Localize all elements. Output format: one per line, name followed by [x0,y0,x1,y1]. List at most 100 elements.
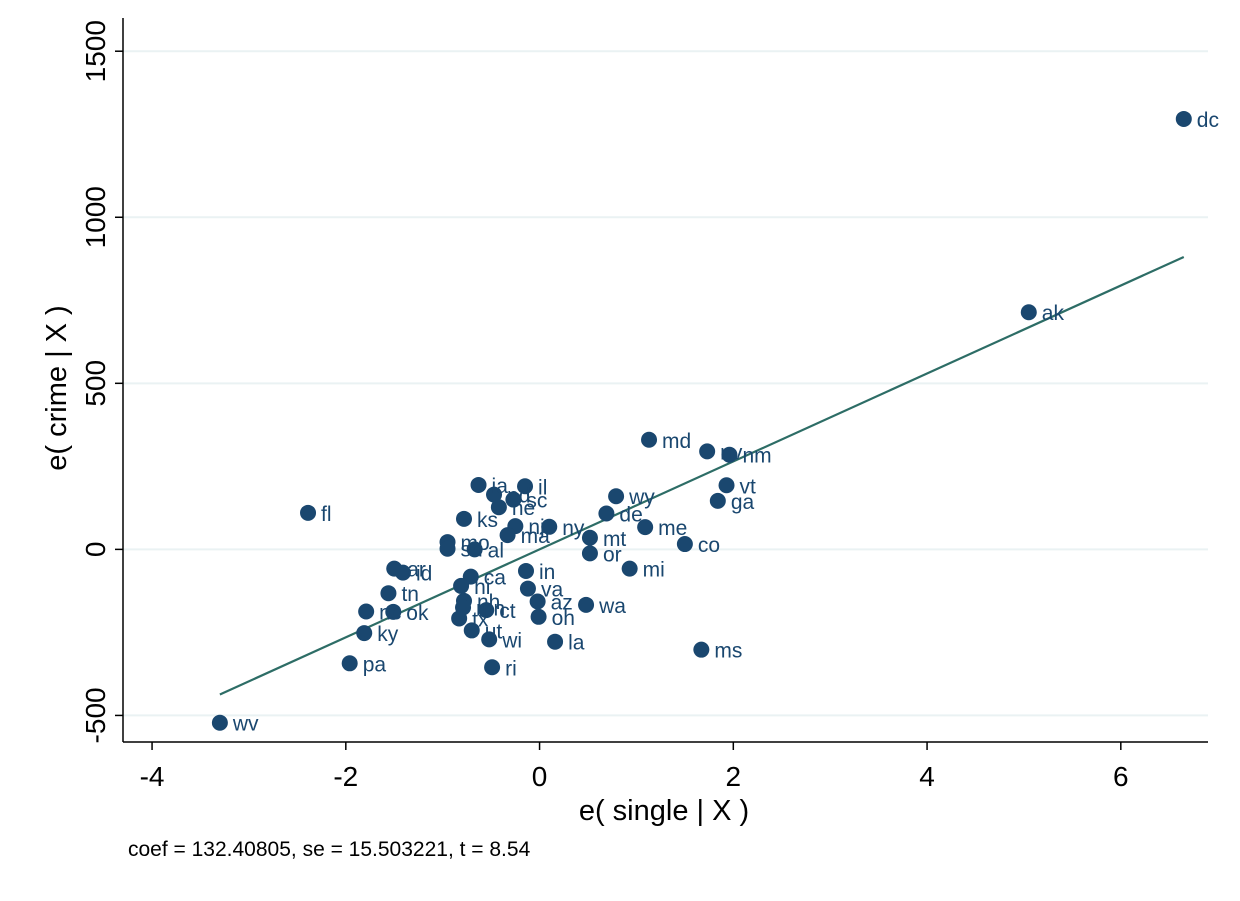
point-oh [530,608,547,625]
y-axis-title: e( crime | X ) [41,305,73,470]
point-label-mo: mo [461,532,490,555]
y-tick-label: -500 [80,687,111,743]
point-wy [608,488,625,505]
point-label-ar: ar [407,559,426,582]
point-label-wy: wy [628,486,655,509]
point-label-sd: sd [461,539,483,562]
point-label-il: il [538,476,547,499]
point-label-nd: nd [507,485,530,508]
point-label-oh: oh [552,607,575,630]
x-axis-title: e( single | X ) [579,795,749,827]
point-mi [621,560,638,577]
point-sd [439,540,456,557]
point-label-nh: nh [477,591,500,614]
point-label-ma: ma [521,525,550,548]
point-ny [541,518,558,535]
point-label-vt: vt [740,475,757,498]
point-az [529,593,546,610]
point-or [581,545,598,562]
point-label-wv: wv [232,713,259,736]
point-label-al: al [488,539,504,562]
point-pa [341,655,358,672]
fit-line-layer [219,255,1185,696]
point-label-wa: wa [598,595,626,618]
point-label-de: de [619,504,642,527]
regression-note: coef = 132.40805, se = 15.503221, t = 8.… [128,838,531,861]
point-label-mn: mn [476,597,505,620]
point-label-nj: nj [528,516,544,539]
point-ms [693,641,710,658]
point-nc [358,603,375,620]
point-label-tx: tx [472,608,489,631]
point-al [466,541,483,558]
point-label-az: az [551,592,573,615]
point-in [518,562,534,579]
point-ak [1020,304,1037,321]
fit-line [219,255,1185,696]
point-label-dc: dc [1197,109,1219,132]
point-label-nv: nv [720,441,743,464]
point-label-mi: mi [643,559,665,582]
point-ri [484,659,501,676]
point-label-ky: ky [377,623,399,646]
x-tick-label: 2 [726,761,742,792]
point-nm [721,446,738,463]
point-de [598,505,615,522]
points-layer [211,110,1192,731]
point-il [517,478,534,495]
point-nd [486,486,503,503]
point-dc [1175,110,1192,127]
point-hi [453,577,470,594]
point-vt [718,477,735,494]
y-tick-label: 1000 [80,186,111,248]
point-label-me: me [658,517,687,540]
axes: -500 0 500 1000 1500 -4 -2 0 2 4 6 [80,18,1208,792]
x-tick-label: 4 [919,761,935,792]
point-ma [499,527,516,544]
point-wi [481,631,498,648]
point-label-ks: ks [477,509,498,532]
point-label-ok: ok [406,602,429,625]
point-tn [380,585,397,602]
x-tick-label: -4 [140,761,165,792]
point-label-ct: ct [499,600,516,623]
x-tick-label: 0 [532,761,548,792]
y-tick-label: 500 [80,360,111,407]
point-nv [699,443,716,460]
point-me [637,519,654,536]
point-label-ut: ut [485,620,503,643]
gridlines [123,50,1208,717]
point-label-id: id [416,563,432,586]
x-tick-label: 6 [1113,761,1129,792]
point-tx [451,610,468,627]
point-label-wi: wi [501,629,522,652]
point-ct [478,602,495,619]
point-label-md: md [662,430,691,453]
point-label-la: la [568,632,585,655]
point-label-or: or [603,543,622,566]
point-label-fl: fl [321,503,332,526]
point-label-ne: ne [512,497,535,520]
point-label-ak: ak [1042,302,1065,325]
point-label-va: va [541,579,564,602]
point-label-ms: ms [714,640,742,663]
point-label-pa: pa [363,653,387,676]
point-mt [581,529,598,546]
y-tick-label: 0 [80,542,111,558]
point-wa [578,596,595,613]
point-label-nm: nm [742,445,771,468]
point-ut [463,622,480,639]
point-label-hi: hi [474,576,490,599]
point-label-ri: ri [505,657,517,680]
point-label-mt: mt [603,528,626,551]
point-va [519,580,536,597]
point-ia [470,476,487,493]
point-fl [300,504,317,521]
point-ne [490,499,507,516]
point-id [394,564,411,581]
point-label-ga: ga [731,491,755,514]
y-tick-label: 1500 [80,20,111,82]
point-label-sc: sc [526,490,547,513]
